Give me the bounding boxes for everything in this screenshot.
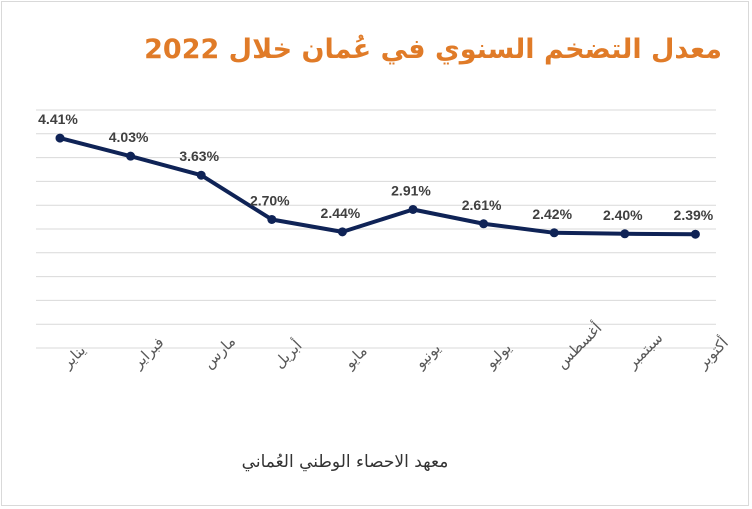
data-label: 2.61%: [462, 197, 502, 213]
x-tick-label: مارس: [199, 332, 239, 372]
data-point: [549, 228, 559, 238]
series-inflation: [58, 136, 698, 237]
data-points: [55, 133, 700, 239]
data-point: [267, 214, 277, 224]
data-label: 2.42%: [532, 206, 572, 222]
data-point: [196, 170, 206, 180]
x-tick-label: أكتوبر: [692, 333, 732, 373]
x-tick-label: فبراير: [128, 333, 167, 372]
data-point: [55, 133, 65, 143]
data-label: 2.91%: [391, 182, 431, 198]
source-note: معهد الاحصاء الوطني العُماني: [241, 452, 449, 472]
x-tick-label: يناير: [58, 341, 90, 373]
x-tick-label: أبريل: [269, 336, 305, 372]
data-labels: 4.41% 4.03% 3.63% 2.70% 2.44% 2.91% 2.61% 2.42%…: [38, 111, 714, 223]
x-tick-label: يونيو: [411, 339, 444, 372]
data-point: [337, 227, 347, 237]
data-label: 4.03%: [109, 129, 149, 145]
chart-title: معدل التضخم السنوي في عُمان خلال 2022: [144, 34, 722, 65]
data-label: 4.41%: [38, 111, 78, 127]
x-axis-labels: يناير فبراير مارس أبريل مايو يونيو يوليو أغسطس س…: [58, 318, 732, 372]
data-point: [690, 229, 700, 239]
data-label: 2.39%: [674, 207, 714, 223]
data-point: [620, 229, 630, 239]
data-point: [479, 219, 489, 229]
gridlines: [36, 109, 716, 349]
data-point: [408, 204, 418, 214]
data-label: 2.40%: [603, 207, 643, 223]
x-tick-label: أغسطس: [552, 318, 606, 372]
data-label: 3.63%: [179, 148, 219, 164]
x-tick-label: سبتمبر: [622, 329, 666, 373]
data-label: 2.70%: [250, 192, 290, 208]
data-point: [126, 151, 136, 161]
x-tick-label: مايو: [340, 342, 371, 373]
x-tick-label: يوليو: [481, 339, 515, 373]
series-line: [58, 136, 698, 237]
data-label: 2.44%: [321, 205, 361, 221]
